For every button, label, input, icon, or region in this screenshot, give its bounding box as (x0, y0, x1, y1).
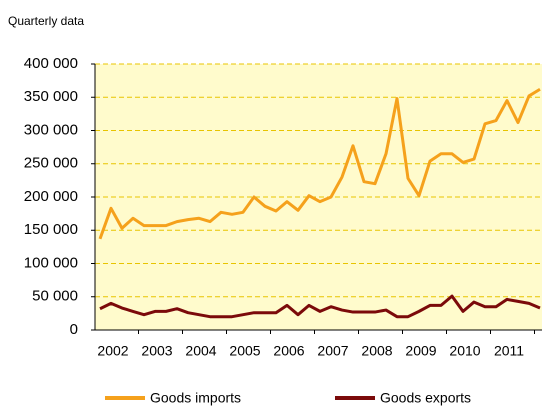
y-tick-label: 100 000 (24, 254, 78, 271)
x-tick-label: 2006 (273, 343, 304, 359)
x-tick-label: 2007 (317, 343, 348, 359)
x-tick-label: 2008 (361, 343, 392, 359)
chart-title: Quarterly data (8, 14, 84, 28)
y-tick-label: 0 (70, 321, 78, 338)
x-tick-label: 2003 (141, 343, 172, 359)
x-tick-label: 2011 (494, 343, 524, 359)
x-tick-label: 2005 (229, 343, 260, 359)
y-tick-label: 150 000 (24, 221, 78, 238)
series-line (98, 87, 541, 240)
series-line (99, 294, 541, 319)
y-tick-label: 350 000 (24, 88, 78, 105)
y-tick-label: 250 000 (24, 155, 78, 172)
legend-label: Goods exports (380, 390, 471, 406)
y-tick-label: 400 000 (24, 55, 78, 72)
y-tick-label: 300 000 (24, 121, 78, 138)
x-tick-label: 2010 (449, 343, 480, 359)
legend-label: Goods imports (150, 390, 241, 406)
y-tick-label: 50 000 (32, 288, 78, 305)
y-tick-label: 200 000 (24, 188, 78, 205)
x-tick-label: 2002 (97, 343, 128, 359)
x-tick-label: 2004 (185, 343, 216, 359)
x-tick-label: 2009 (405, 343, 436, 359)
